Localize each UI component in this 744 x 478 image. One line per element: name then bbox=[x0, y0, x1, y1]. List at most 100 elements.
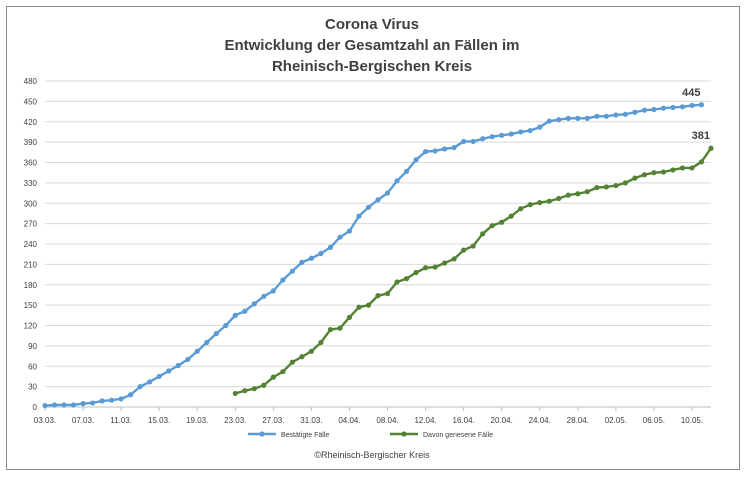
series-line bbox=[234, 147, 712, 395]
data-point bbox=[575, 191, 581, 197]
data-point bbox=[261, 293, 267, 299]
x-tick-label: 04.04. bbox=[338, 416, 360, 425]
data-point bbox=[365, 302, 372, 308]
data-point bbox=[613, 182, 619, 189]
data-point bbox=[603, 113, 609, 119]
data-point bbox=[223, 322, 229, 329]
data-point bbox=[327, 326, 334, 333]
y-tick-label: 390 bbox=[24, 138, 38, 147]
x-tick-label: 24.04. bbox=[529, 416, 551, 425]
y-tick-label: 270 bbox=[24, 220, 38, 229]
data-point bbox=[156, 373, 162, 380]
data-point bbox=[470, 138, 476, 145]
x-tick-label: 27.03. bbox=[262, 416, 284, 425]
data-point bbox=[413, 157, 419, 163]
data-point bbox=[166, 368, 172, 374]
grid-lines bbox=[45, 80, 711, 408]
data-point bbox=[679, 165, 686, 171]
data-point bbox=[51, 402, 58, 408]
data-point bbox=[670, 167, 676, 173]
y-tick-label: 450 bbox=[24, 97, 38, 106]
data-point bbox=[422, 265, 429, 271]
data-point bbox=[356, 213, 362, 219]
x-tick-label: 28.04. bbox=[567, 416, 589, 425]
data-point bbox=[499, 132, 505, 138]
y-tick-label: 120 bbox=[24, 322, 38, 331]
data-point bbox=[489, 134, 495, 140]
data-point bbox=[603, 184, 609, 190]
data-point bbox=[641, 107, 648, 113]
y-tick-label: 330 bbox=[24, 179, 38, 188]
data-point bbox=[327, 244, 334, 250]
data-point bbox=[261, 382, 267, 388]
x-tick-label: 08.04. bbox=[376, 416, 398, 425]
data-point bbox=[489, 223, 495, 229]
data-point bbox=[565, 192, 571, 198]
data-point bbox=[527, 202, 533, 208]
x-tick-label: 20.04. bbox=[491, 416, 513, 425]
data-point bbox=[670, 104, 676, 111]
legend-swatch-marker bbox=[259, 431, 265, 437]
data-point bbox=[565, 115, 571, 121]
data-point bbox=[147, 379, 153, 385]
data-point bbox=[432, 148, 438, 154]
data-point bbox=[641, 172, 648, 178]
data-point bbox=[584, 189, 590, 195]
data-point bbox=[537, 199, 543, 206]
data-point bbox=[308, 255, 314, 261]
data-point bbox=[242, 388, 248, 394]
data-point bbox=[546, 198, 552, 204]
data-point bbox=[499, 219, 505, 225]
data-point bbox=[622, 180, 628, 186]
x-tick-label: 15.03. bbox=[148, 416, 170, 425]
data-point bbox=[80, 401, 86, 407]
credit-text: ©Rheinisch-Bergischer Kreis bbox=[314, 450, 430, 460]
data-point bbox=[194, 348, 200, 354]
data-point bbox=[242, 308, 248, 314]
data-point bbox=[337, 325, 343, 331]
x-tick-label: 31.03. bbox=[300, 416, 322, 425]
data-point bbox=[679, 104, 686, 110]
y-tick-label: 150 bbox=[24, 301, 38, 310]
data-point bbox=[280, 277, 286, 283]
data-point bbox=[584, 115, 590, 121]
y-tick-label: 360 bbox=[24, 159, 38, 168]
data-point bbox=[518, 129, 524, 135]
data-point bbox=[232, 390, 238, 397]
data-point bbox=[632, 109, 638, 115]
data-point bbox=[289, 268, 295, 274]
y-tick-label: 210 bbox=[24, 260, 38, 269]
data-point bbox=[318, 250, 324, 257]
data-point bbox=[99, 398, 105, 404]
data-point bbox=[594, 185, 600, 191]
y-tick-label: 180 bbox=[24, 281, 38, 290]
data-point bbox=[299, 259, 305, 265]
y-tick-label: 300 bbox=[24, 199, 38, 208]
legend-label: Davon genesene Fälle bbox=[423, 432, 493, 439]
series-line bbox=[44, 103, 702, 407]
data-point bbox=[660, 105, 667, 111]
data-point bbox=[451, 144, 457, 151]
data-point bbox=[280, 369, 286, 375]
data-point bbox=[42, 403, 48, 409]
data-point bbox=[432, 264, 438, 270]
data-point bbox=[651, 106, 657, 113]
y-tick-label: 0 bbox=[33, 403, 38, 412]
series-0: 445 bbox=[42, 87, 705, 409]
data-point bbox=[384, 290, 391, 297]
series-1: 381 bbox=[232, 130, 714, 397]
data-point bbox=[422, 149, 429, 155]
data-point bbox=[594, 113, 600, 119]
data-point bbox=[384, 190, 391, 196]
data-point bbox=[270, 288, 276, 294]
data-point bbox=[660, 169, 667, 175]
legend: Bestätigte Fälle Davon genesene Fälle bbox=[248, 431, 493, 439]
data-point bbox=[622, 111, 628, 117]
data-point bbox=[251, 301, 257, 307]
x-tick-label: 16.04. bbox=[453, 416, 475, 425]
data-point bbox=[689, 165, 695, 171]
series-group: 445 381 bbox=[42, 87, 714, 409]
legend-swatch-marker bbox=[401, 431, 407, 437]
data-point bbox=[413, 269, 419, 276]
